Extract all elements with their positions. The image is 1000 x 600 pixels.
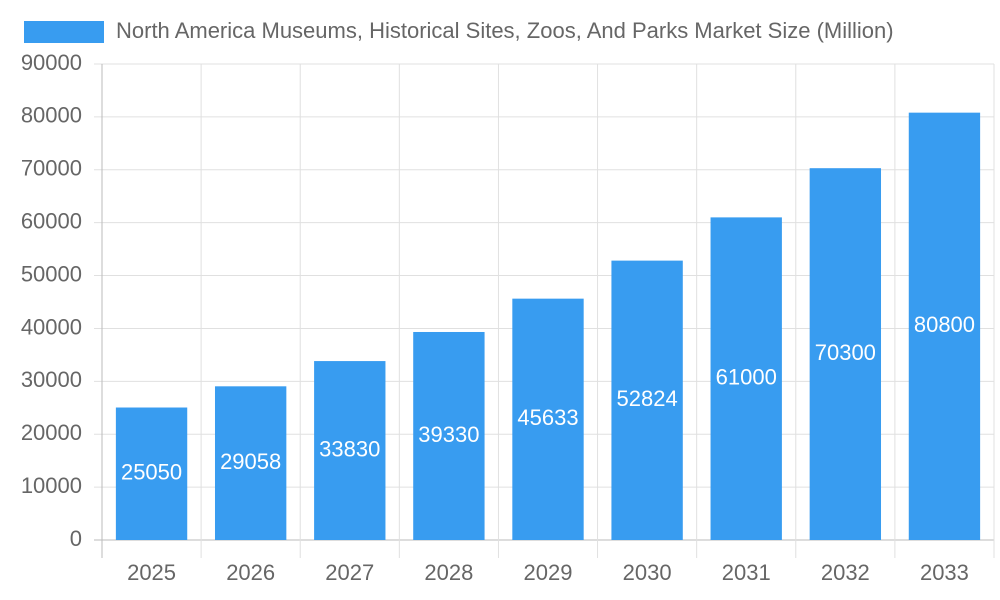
legend-swatch (24, 21, 104, 43)
data-label: 70300 (815, 340, 876, 365)
y-tick-label: 90000 (21, 50, 82, 75)
y-tick-label: 60000 (21, 208, 82, 233)
data-label: 61000 (716, 365, 777, 390)
data-label: 39330 (418, 422, 479, 447)
legend-label: North America Museums, Historical Sites,… (116, 18, 894, 43)
data-label: 29058 (220, 449, 281, 474)
bar (611, 260, 683, 540)
x-tick-label: 2025 (127, 560, 176, 585)
bar (809, 168, 882, 541)
y-tick-label: 0 (70, 526, 82, 551)
data-label: 45633 (517, 405, 578, 430)
bar (512, 298, 584, 540)
x-tick-label: 2029 (524, 560, 573, 585)
data-label: 52824 (617, 386, 678, 411)
y-tick-label: 10000 (21, 473, 82, 498)
x-tick-label: 2030 (623, 560, 672, 585)
x-tick-label: 2027 (325, 560, 374, 585)
data-label: 80800 (914, 312, 975, 337)
data-label: 25050 (121, 460, 182, 485)
x-tick-label: 2028 (424, 560, 473, 585)
y-tick-label: 70000 (21, 156, 82, 181)
data-label: 33830 (319, 436, 380, 461)
bar (908, 112, 981, 540)
bar (710, 217, 782, 540)
y-tick-label: 80000 (21, 103, 82, 128)
x-tick-label: 2026 (226, 560, 275, 585)
x-tick-label: 2031 (722, 560, 771, 585)
bar (314, 361, 386, 540)
y-tick-label: 20000 (21, 420, 82, 445)
y-tick-label: 40000 (21, 314, 82, 339)
x-tick-label: 2032 (821, 560, 870, 585)
bar (214, 386, 287, 540)
x-tick-label: 2033 (920, 560, 969, 585)
y-tick-label: 50000 (21, 261, 82, 286)
y-tick-label: 30000 (21, 367, 82, 392)
bar (413, 331, 485, 540)
bar (115, 407, 188, 540)
